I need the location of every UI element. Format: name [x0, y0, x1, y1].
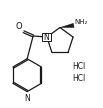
Text: NH₂: NH₂ [74, 19, 88, 25]
Text: O: O [15, 22, 22, 31]
Text: HCl: HCl [73, 74, 86, 83]
Polygon shape [60, 23, 74, 28]
Bar [42, 33, 51, 41]
Text: N: N [24, 94, 30, 103]
Text: HCl: HCl [73, 62, 86, 71]
Text: N: N [44, 33, 49, 42]
